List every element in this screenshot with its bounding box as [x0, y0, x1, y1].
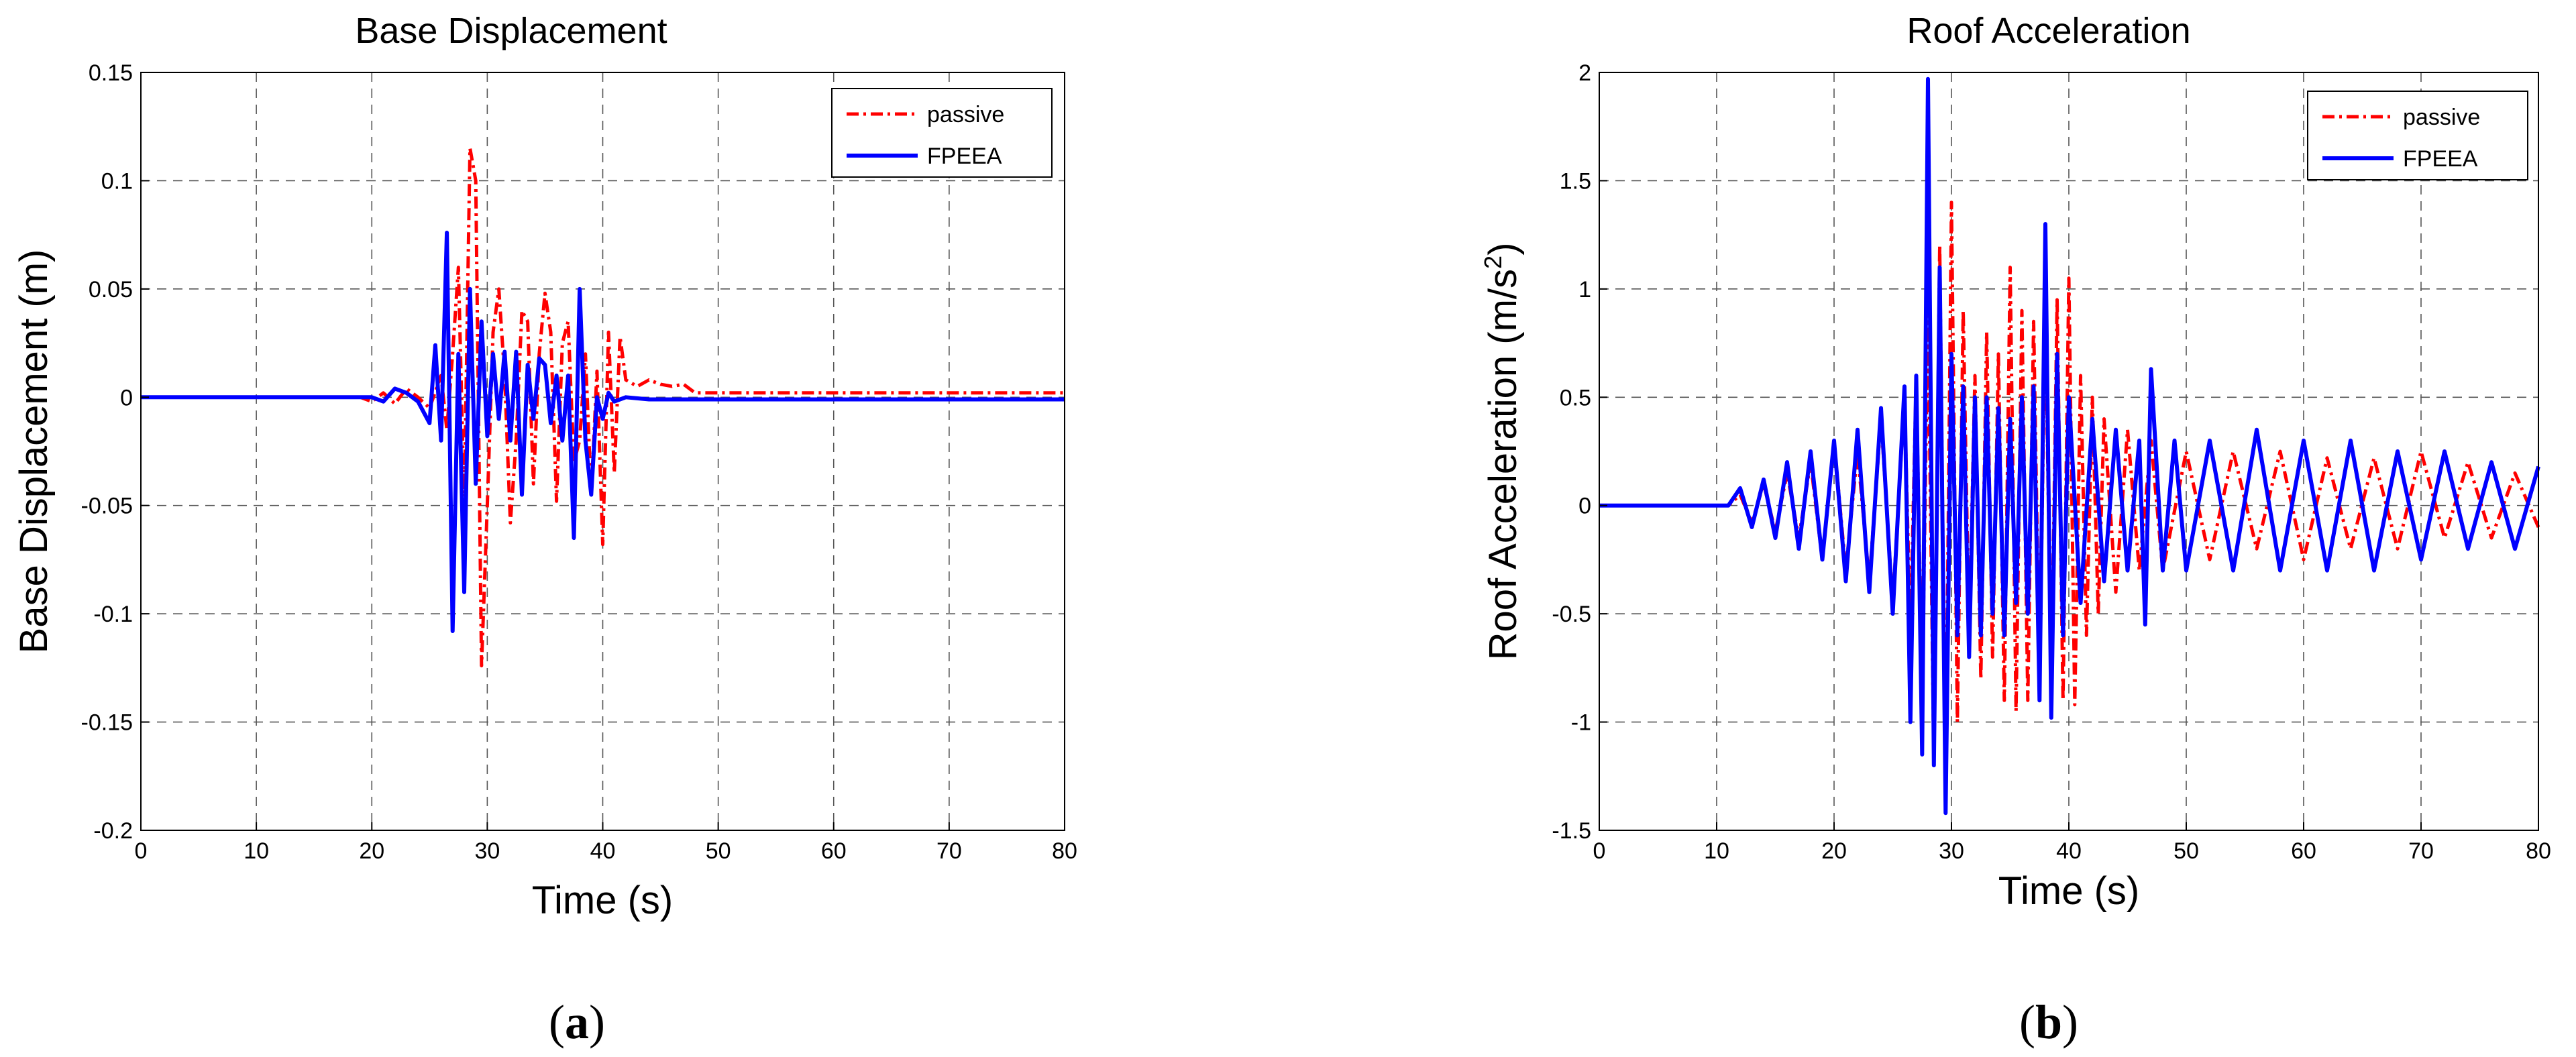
x-tick-label: 80: [2526, 838, 2551, 864]
legend: passive FPEEA: [831, 88, 1053, 178]
y-tick-label: -1.5: [1552, 818, 1591, 844]
legend-label-passive: passive: [927, 102, 1004, 127]
panel-label-b-close: ): [2062, 995, 2078, 1049]
legend-box: [831, 88, 1053, 178]
x-tick-label: 0: [135, 838, 148, 864]
series-line-fpeea: [141, 230, 1065, 633]
series-group: [141, 146, 1065, 668]
x-tick-label: 70: [2408, 838, 2434, 864]
y-axis-label-end: ): [1481, 243, 1525, 256]
x-tick-label: 20: [359, 838, 384, 864]
ticks: 0 10 20 30 40 50 60 70 80 -0.2 -0.15 -0.1 -0.05 0 0.05…: [81, 60, 1077, 864]
panel-label-a-letter: a: [565, 995, 589, 1049]
x-axis-label: Time (s): [1998, 869, 2139, 913]
panel-label-a-close: ): [589, 995, 605, 1049]
y-tick-label: 2: [1578, 60, 1591, 86]
legend-label-fpeea: FPEEA: [927, 144, 1002, 169]
x-tick-label: 30: [474, 838, 500, 864]
y-tick-label: -0.1: [93, 602, 133, 627]
x-tick-label: 10: [244, 838, 269, 864]
legend-label-passive: passive: [2403, 105, 2480, 130]
series-line-fpeea: [1599, 76, 2540, 816]
y-axis-label-text: Roof Acceleration (m/s: [1481, 269, 1525, 660]
y-tick-label: 1.5: [1560, 168, 1591, 194]
panel-label-a-open: (: [549, 995, 565, 1049]
y-axis-label-sup: 2: [1479, 256, 1507, 269]
x-tick-label: 30: [1939, 838, 1964, 864]
x-tick-label: 40: [2056, 838, 2082, 864]
y-tick-label: 0.15: [89, 60, 133, 86]
series-line-passive: [1599, 201, 2540, 789]
y-axis-label: Base Displacement (m): [12, 249, 56, 654]
y-tick-label: -0.15: [81, 710, 133, 736]
x-tick-label: 10: [1704, 838, 1729, 864]
x-tick-label: 40: [590, 838, 616, 864]
x-tick-label: 50: [2174, 838, 2199, 864]
panel-label-a: (a): [549, 995, 605, 1049]
x-tick-label: 70: [936, 838, 962, 864]
x-tick-label: 0: [1593, 838, 1606, 864]
y-axis-label-text: Base Displacement (m): [12, 249, 56, 654]
x-tick-label: 50: [706, 838, 731, 864]
panel-label-b-open: (: [2019, 995, 2035, 1049]
y-tick-label: 0.5: [1560, 385, 1591, 410]
panel-label-b-letter: b: [2035, 995, 2062, 1049]
y-tick-label: -0.2: [93, 818, 133, 844]
y-tick-label: -0.05: [81, 494, 133, 519]
y-tick-label: 0: [1578, 494, 1591, 519]
y-tick-label: 0.1: [101, 168, 133, 194]
legend: passive FPEEA: [2307, 91, 2528, 180]
x-tick-label: 60: [2291, 838, 2316, 864]
chart-title: Roof Acceleration: [1907, 11, 2190, 51]
legend-box: [2307, 91, 2528, 180]
chart-title: Base Displacement: [355, 11, 667, 51]
ticks: 0 10 20 30 40 50 60 70 80 -1.5 -1 -0.5 0 0.5 1 1.5 2: [1552, 60, 2551, 864]
y-tick-label: 0: [120, 385, 133, 410]
y-tick-label: -0.5: [1552, 602, 1591, 627]
chart-roof-acceleration: Roof Acceleration 0 10 20 30 40 50 60 70 80-1.5-…: [1479, 11, 2551, 913]
chart-base-displacement: Base Displacement 0 10 20 30 40 50 60 70 80 -0.2 -…: [12, 11, 1077, 922]
panel-label-b: (b): [2019, 995, 2078, 1049]
y-tick-label: -1: [1571, 710, 1591, 736]
x-axis-label: Time (s): [532, 879, 673, 922]
x-tick-label: 60: [821, 838, 847, 864]
legend-label-fpeea: FPEEA: [2403, 146, 2478, 172]
y-tick-label: 1: [1578, 277, 1591, 302]
y-axis-label: Roof Acceleration (m/s2): [1479, 243, 1525, 661]
series-group: [1599, 76, 2540, 816]
x-tick-label: 20: [1821, 838, 1847, 864]
x-tick-label: 80: [1052, 838, 1077, 864]
y-tick-label: 0.05: [89, 277, 133, 302]
